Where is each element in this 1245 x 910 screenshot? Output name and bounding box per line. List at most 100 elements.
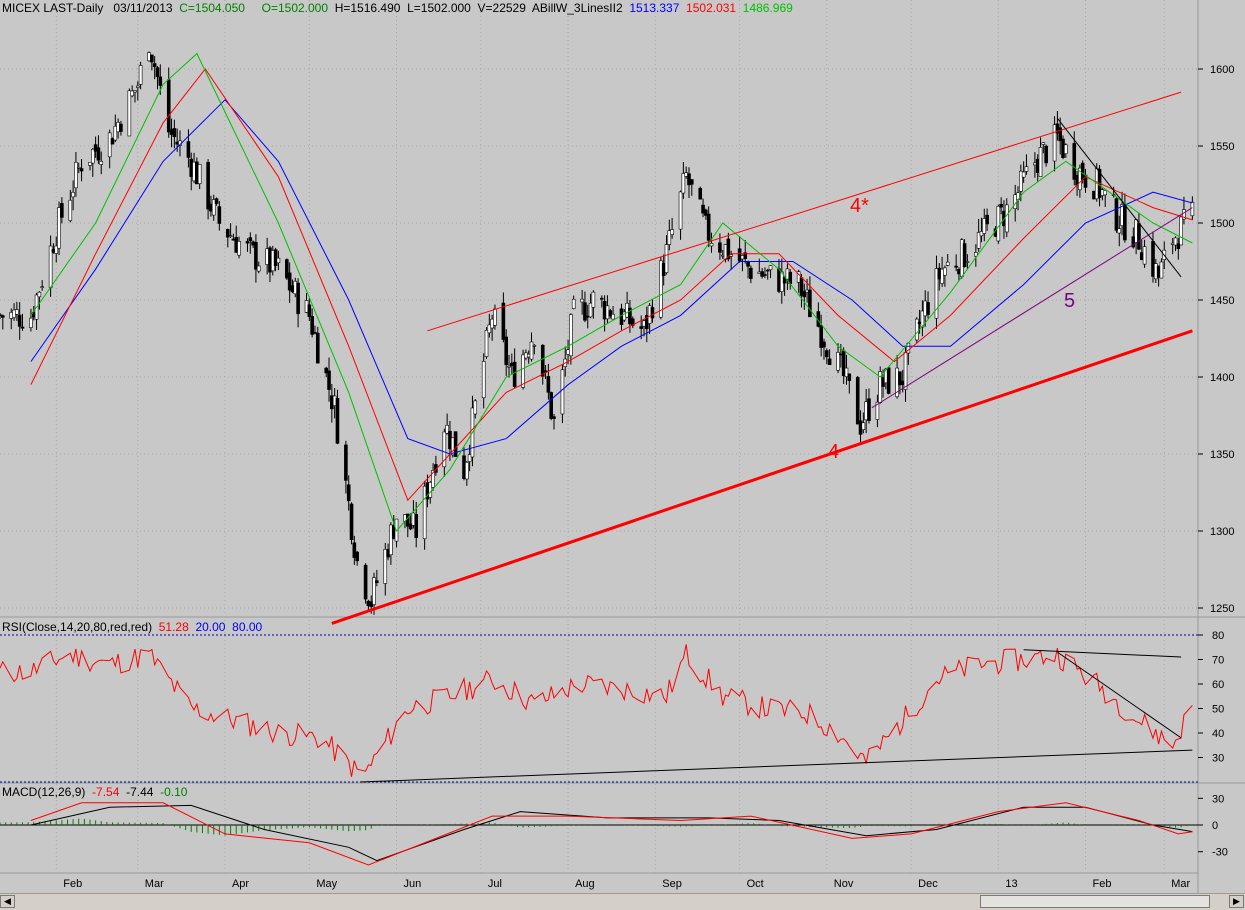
candle-body bbox=[481, 361, 486, 398]
candle-body bbox=[206, 162, 210, 210]
candle-body bbox=[327, 370, 331, 390]
candle-body bbox=[372, 577, 376, 605]
candle-body bbox=[1117, 228, 1122, 234]
rsi-line bbox=[0, 644, 1193, 777]
candle-body bbox=[408, 523, 413, 530]
candle-body bbox=[324, 367, 329, 374]
candle-body bbox=[127, 90, 132, 137]
scroll-right-button[interactable]: ▶ bbox=[1229, 895, 1244, 908]
candle-body bbox=[228, 235, 233, 237]
candle-body bbox=[940, 268, 944, 284]
month-label: Oct bbox=[747, 878, 764, 890]
wave-label-4: 4 bbox=[828, 441, 839, 463]
month-label: Aug bbox=[575, 878, 595, 890]
candle-body bbox=[74, 162, 78, 189]
candle-body bbox=[974, 252, 978, 257]
candle-body bbox=[501, 302, 506, 340]
candle-body bbox=[296, 282, 300, 315]
candle-body bbox=[540, 344, 545, 377]
candle-body bbox=[1190, 201, 1195, 217]
candle-body bbox=[346, 484, 351, 502]
candle-body bbox=[763, 274, 767, 276]
rsi-header: RSI(Close,14,20,80,red,red) 51.28 20.00 … bbox=[2, 621, 262, 634]
candle-body bbox=[796, 271, 801, 283]
candle-body bbox=[659, 260, 663, 318]
month-label: Feb bbox=[63, 878, 82, 890]
candle-body bbox=[383, 549, 388, 584]
candle-body bbox=[875, 401, 880, 420]
candle-body bbox=[256, 265, 261, 272]
candle-body bbox=[211, 199, 216, 216]
candle-body bbox=[355, 551, 359, 562]
candle-body bbox=[760, 271, 764, 277]
macd-line bbox=[30, 802, 1193, 866]
candle-body bbox=[245, 241, 250, 244]
candle-body bbox=[197, 164, 202, 185]
candle-body bbox=[549, 392, 553, 419]
candle-body bbox=[135, 85, 140, 88]
candle-body bbox=[571, 298, 576, 309]
candle-body bbox=[1, 315, 5, 318]
candle-body bbox=[765, 269, 770, 272]
candle-body bbox=[99, 161, 104, 165]
candle-body bbox=[543, 370, 548, 373]
candle-body bbox=[1041, 142, 1046, 145]
candle-body bbox=[422, 485, 427, 540]
candle-body bbox=[1159, 261, 1164, 279]
candle-body bbox=[529, 341, 534, 360]
candle-body bbox=[60, 203, 64, 218]
candle-body bbox=[0, 314, 2, 317]
candle-body bbox=[310, 316, 314, 335]
wave-label-5: 5 bbox=[1064, 290, 1075, 312]
candle-body bbox=[664, 244, 669, 274]
rsi-label: RSI(Close,14,20,80,red,red) bbox=[2, 620, 153, 634]
candle-body bbox=[493, 308, 497, 326]
candle-body bbox=[608, 310, 613, 317]
indicator-red-value: 1502.031 bbox=[686, 1, 737, 15]
candle-body bbox=[678, 191, 683, 230]
candle-body bbox=[920, 310, 925, 328]
candle-body bbox=[532, 345, 537, 347]
candle-body bbox=[827, 358, 832, 365]
candle-body bbox=[138, 65, 143, 85]
indicator-blue-value: 1513.337 bbox=[629, 1, 680, 15]
candle-body bbox=[1019, 170, 1023, 192]
month-label: Dec bbox=[918, 878, 938, 890]
scroll-thumb[interactable] bbox=[980, 895, 1210, 908]
scroll-left-button[interactable]: ◀ bbox=[0, 895, 15, 908]
candle-body bbox=[1142, 246, 1147, 265]
candle-body bbox=[57, 207, 61, 249]
candle-body bbox=[484, 330, 489, 357]
open-label: O=1502.000 bbox=[261, 1, 329, 15]
candle-body bbox=[824, 350, 829, 358]
candle-body bbox=[248, 237, 253, 241]
candle-body bbox=[628, 307, 632, 325]
horizontal-scrollbar[interactable]: ◀ ▶ bbox=[0, 893, 1245, 910]
candle-body bbox=[521, 354, 525, 388]
candle-body bbox=[473, 400, 478, 415]
candle-body bbox=[743, 252, 748, 260]
candle-body bbox=[1176, 243, 1181, 250]
candle-body bbox=[867, 398, 871, 421]
candle-body bbox=[1004, 204, 1009, 233]
candle-body bbox=[1179, 216, 1183, 246]
candle-body bbox=[611, 313, 615, 320]
candle-body bbox=[79, 168, 84, 172]
candle-body bbox=[237, 241, 241, 256]
candle-body bbox=[698, 187, 703, 200]
candle-body bbox=[847, 373, 852, 381]
candle-body bbox=[819, 325, 823, 348]
candle-body bbox=[1173, 237, 1178, 246]
candle-body bbox=[442, 431, 447, 468]
candle-body bbox=[414, 514, 419, 539]
candle-body bbox=[150, 54, 154, 63]
candle-body bbox=[20, 326, 25, 329]
candle-body bbox=[119, 123, 123, 132]
month-label: Sep bbox=[662, 878, 682, 890]
candle-body bbox=[690, 179, 694, 185]
indicator-label: ABillW_3LinesII2 bbox=[531, 1, 623, 15]
month-label: May bbox=[316, 878, 337, 890]
candle-body bbox=[999, 203, 1003, 208]
candle-body bbox=[363, 564, 368, 600]
candle-body bbox=[375, 580, 379, 583]
